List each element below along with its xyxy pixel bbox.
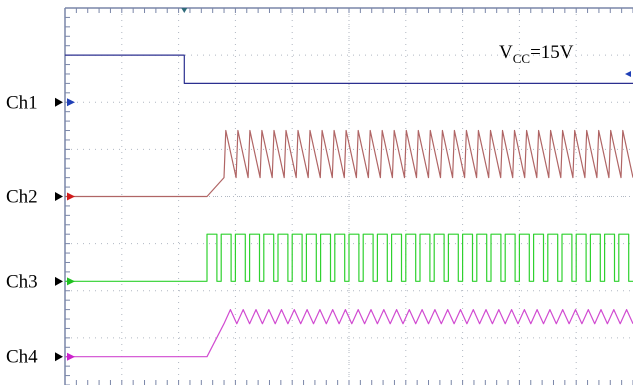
channel-label-ch3: Ch3 [6,271,38,292]
channel-label-ch2: Ch2 [6,187,38,208]
vcc-annotation-sub: CC [513,51,530,66]
channel-label-ch4: Ch4 [6,347,38,368]
vcc-annotation: VCC=15V [499,42,574,66]
vcc-annotation-tail: =15V [530,42,574,63]
vcc-annotation-main: V [499,42,513,63]
channel-label-ch1: Ch1 [6,92,38,113]
